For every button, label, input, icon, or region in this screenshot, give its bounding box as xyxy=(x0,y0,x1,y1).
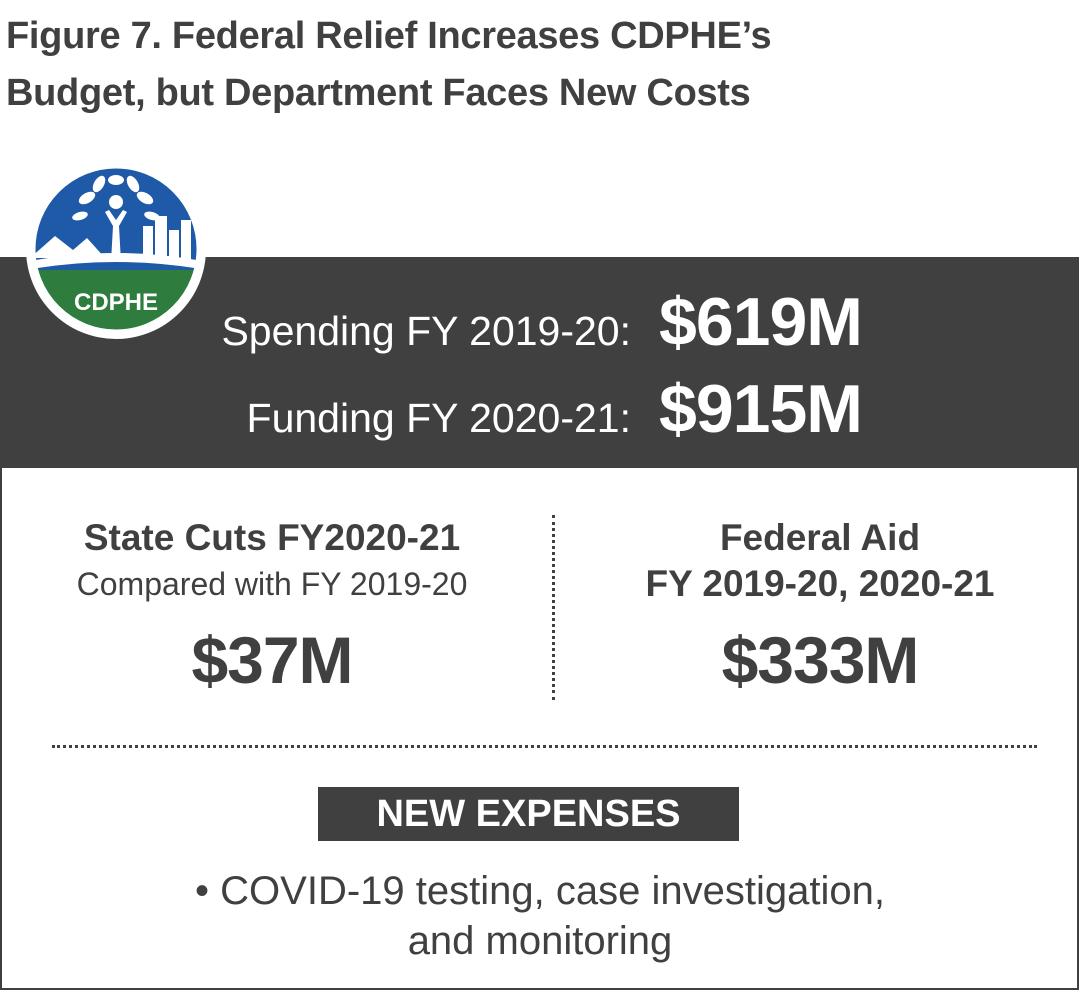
state-cuts-subheading: Compared with FY 2019-20 xyxy=(76,566,468,602)
federal-aid-column: Federal Aid FY 2019-20, 2020-21 $333M xyxy=(580,515,1060,705)
figure-title-line-1: Figure 7. Federal Relief Increases CDPHE… xyxy=(6,15,772,57)
funding-row: Funding FY 2020-21: $915M xyxy=(247,370,899,448)
new-expenses-item: • COVID-19 testing, case investigation, … xyxy=(140,866,940,966)
federal-aid-heading-line-1: Federal Aid xyxy=(719,517,921,558)
logo-text: CDPHE xyxy=(74,289,158,316)
spending-value: $619M xyxy=(659,284,863,360)
state-cuts-column: State Cuts FY2020-21 Compared with FY 20… xyxy=(22,515,522,705)
new-expenses-heading: NEW EXPENSES xyxy=(318,787,739,841)
spending-row: Spending FY 2019-20: $619M xyxy=(221,283,899,361)
federal-aid-value: $333M xyxy=(721,623,920,697)
figure-title: Figure 7. Federal Relief Increases CDPHE… xyxy=(6,8,1066,122)
new-expenses-item-line-1: • COVID-19 testing, case investigation, xyxy=(195,869,885,913)
section-divider xyxy=(52,745,1037,748)
state-cuts-value: $37M xyxy=(191,623,353,697)
column-divider xyxy=(552,515,555,700)
figure-title-line-2: Budget, but Department Faces New Costs xyxy=(6,72,751,114)
new-expenses-item-line-2: and monitoring xyxy=(407,919,673,963)
spending-label: Spending FY 2019-20: xyxy=(221,308,631,354)
state-cuts-heading: State Cuts FY2020-21 xyxy=(83,517,461,558)
cdphe-logo: CDPHE xyxy=(26,159,206,339)
funding-value: $915M xyxy=(659,371,863,447)
details-panel xyxy=(0,468,1079,990)
funding-label: Funding FY 2020-21: xyxy=(246,395,631,441)
federal-aid-heading-line-2: FY 2019-20, 2020-21 xyxy=(645,563,995,604)
